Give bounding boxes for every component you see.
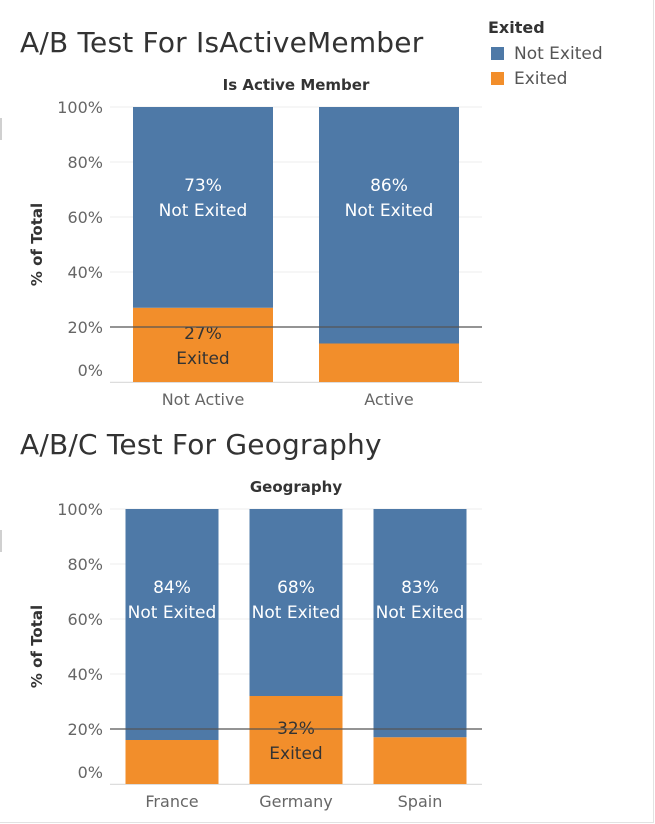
y-tick-label: 0% bbox=[78, 763, 103, 782]
y-tick-label: 100% bbox=[57, 500, 103, 519]
y-tick-label: 40% bbox=[67, 665, 103, 684]
data-label-value: 73% bbox=[184, 176, 222, 196]
bar-segment bbox=[133, 107, 273, 308]
geography-chart: Geography 0% 20% 40% 60% 80% 100% % of Total 84%… bbox=[28, 478, 482, 811]
panel-header: Is Active Member bbox=[223, 76, 370, 94]
color-legend[interactable]: Exited Not Exited Exited bbox=[488, 18, 603, 91]
bar-segment bbox=[125, 740, 219, 784]
y-tick-label: 20% bbox=[67, 720, 103, 739]
y-tick-label: 100% bbox=[57, 98, 103, 117]
pane-edge-marker bbox=[0, 530, 2, 552]
data-label-value: 83% bbox=[401, 578, 439, 598]
y-axis-title: % of Total bbox=[28, 203, 46, 286]
y-tick-label: 80% bbox=[67, 555, 103, 574]
chart-title-geography: A/B/C Test For Geography bbox=[20, 428, 382, 461]
x-category-label: Not Active bbox=[162, 390, 245, 409]
bar-segment bbox=[133, 307, 273, 382]
data-label-value: 84% bbox=[153, 578, 191, 598]
bar-segment bbox=[125, 509, 219, 740]
data-label-name: Not Exited bbox=[345, 201, 434, 221]
y-axis-title: % of Total bbox=[28, 605, 46, 688]
chart-title-active-member: A/B Test For IsActiveMember bbox=[20, 26, 424, 59]
y-tick-label: 0% bbox=[78, 361, 103, 380]
bar-segment bbox=[249, 509, 343, 696]
active-member-chart: Is Active Member 0% 20% 40% 60% 80% 100% % of T… bbox=[28, 76, 482, 409]
bar-segment bbox=[249, 696, 343, 784]
x-category-label: France bbox=[145, 792, 198, 811]
x-category-label: Germany bbox=[259, 792, 333, 811]
legend-label-exited: Exited bbox=[514, 68, 568, 89]
panel-header: Geography bbox=[250, 478, 342, 496]
legend-item-not-exited[interactable]: Not Exited bbox=[488, 41, 603, 66]
pane-edge-marker bbox=[0, 118, 2, 140]
bar-segment bbox=[373, 509, 467, 738]
legend-swatch-exited bbox=[491, 72, 504, 85]
data-label-name: Not Exited bbox=[376, 603, 465, 623]
x-category-label: Active bbox=[364, 390, 414, 409]
bar-segment bbox=[319, 343, 459, 382]
data-label-value: 27% bbox=[184, 324, 222, 344]
data-label-name: Not Exited bbox=[128, 603, 217, 623]
data-label-name: Not Exited bbox=[252, 603, 341, 623]
data-label-value: 86% bbox=[370, 176, 408, 196]
y-tick-label: 40% bbox=[67, 263, 103, 282]
legend-item-exited[interactable]: Exited bbox=[488, 66, 603, 91]
y-tick-label: 60% bbox=[67, 610, 103, 629]
x-category-label: Spain bbox=[398, 792, 443, 811]
bar-segment bbox=[373, 737, 467, 784]
data-label-name: Exited bbox=[269, 744, 322, 764]
y-tick-label: 20% bbox=[67, 318, 103, 337]
legend-title: Exited bbox=[488, 18, 545, 37]
y-tick-label: 80% bbox=[67, 153, 103, 172]
y-tick-label: 60% bbox=[67, 208, 103, 227]
bar-segment bbox=[319, 107, 459, 344]
data-label-name: Exited bbox=[176, 349, 229, 369]
legend-label-not-exited: Not Exited bbox=[514, 43, 603, 64]
data-label-name: Not Exited bbox=[159, 201, 248, 221]
legend-swatch-not-exited bbox=[491, 47, 504, 60]
data-label-value: 68% bbox=[277, 578, 315, 598]
